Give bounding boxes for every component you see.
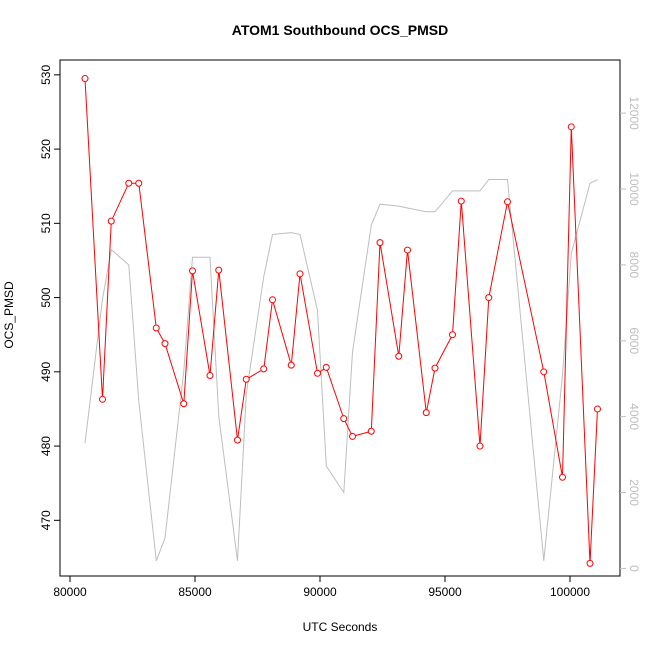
y-tick-label: 530 (39, 65, 53, 85)
series-layer (81, 75, 601, 567)
x-tick-label: 100000 (550, 585, 590, 599)
y-tick-label: 500 (39, 287, 53, 307)
data-point (99, 395, 106, 403)
data-point (107, 217, 115, 225)
data-point (485, 294, 493, 302)
data-point (260, 365, 268, 373)
data-point (431, 364, 439, 372)
chart-title: ATOM1 Southbound OCS_PMSD (232, 22, 448, 38)
data-point (395, 352, 403, 360)
data-point (269, 296, 276, 304)
data-point (376, 239, 384, 247)
data-point (367, 427, 375, 435)
x-tick-label: 80000 (53, 585, 87, 599)
y2-tick-label: 6000 (627, 327, 641, 354)
data-point (135, 179, 143, 187)
y2-tick-label: 2000 (627, 479, 641, 506)
y-axis-label: OCS_PMSD (2, 281, 16, 349)
data-point (504, 198, 511, 206)
y2-tick-label: 8000 (627, 252, 641, 279)
data-point (476, 442, 484, 450)
x-tick-label: 95000 (428, 585, 462, 599)
data-point (457, 197, 465, 205)
data-point (404, 246, 411, 254)
data-point (586, 559, 594, 567)
data-point (161, 340, 169, 348)
data-point (340, 415, 348, 423)
data-point (81, 75, 89, 83)
y2-tick-label: 0 (627, 565, 641, 572)
data-point (567, 123, 575, 131)
y-tick-label: 480 (39, 436, 53, 456)
y-axis-left: 470 480 490 500 510 520 530 (39, 65, 60, 530)
data-point (287, 361, 295, 369)
data-point (322, 363, 330, 371)
data-point (242, 375, 250, 383)
y-tick-label: 510 (39, 213, 53, 233)
x-tick-label: 90000 (303, 585, 337, 599)
data-point (206, 372, 214, 380)
y2-tick-label: 10000 (627, 172, 641, 206)
data-point (449, 331, 456, 339)
data-point (180, 400, 188, 408)
y2-tick-label: 4000 (627, 403, 641, 430)
data-point (215, 266, 223, 274)
data-point (559, 473, 566, 481)
y-axis-right: 0 2000 4000 6000 8000 10000 12000 (620, 96, 641, 572)
x-tick-label: 85000 (178, 585, 212, 599)
data-point (189, 267, 196, 275)
data-point (314, 369, 321, 377)
data-point (125, 179, 133, 187)
data-point (152, 324, 160, 332)
data-point (349, 432, 356, 440)
data-point (594, 405, 601, 413)
series-line-right-axis (84, 179, 598, 561)
y-tick-label: 520 (39, 139, 53, 159)
x-axis: 80000 85000 90000 95000 100000 (53, 576, 590, 599)
y2-tick-label: 12000 (627, 96, 641, 130)
data-point (540, 368, 548, 376)
data-point (422, 409, 430, 417)
plot-frame (59, 59, 621, 577)
y-tick-label: 490 (39, 361, 53, 381)
y-tick-label: 470 (39, 510, 53, 530)
data-point (296, 270, 304, 278)
data-point (234, 436, 241, 444)
x-axis-label: UTC Seconds (303, 620, 378, 634)
